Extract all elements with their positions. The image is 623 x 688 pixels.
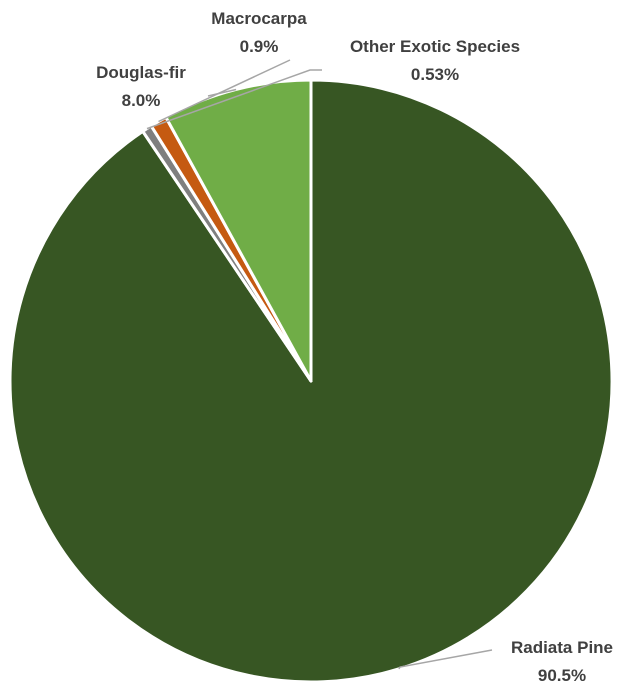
label-macrocarpa-value: 0.9% — [240, 37, 279, 56]
label-douglas-fir-name: Douglas-fir — [96, 63, 186, 82]
label-other-exotic-value: 0.53% — [411, 65, 459, 84]
label-other-exotic-name: Other Exotic Species — [350, 37, 520, 56]
label-radiata-pine-name: Radiata Pine — [511, 638, 613, 657]
label-douglas-fir-value: 8.0% — [122, 91, 161, 110]
leader-lines-layer — [146, 59, 493, 670]
pie-slice-douglas-fir — [164, 78, 313, 383]
leader-line-other-exotic — [146, 69, 322, 130]
slices-layer — [8, 78, 614, 684]
label-macrocarpa-name: Macrocarpa — [211, 9, 307, 28]
leader-line-douglas-fir — [207, 88, 237, 97]
leader-line-macrocarpa — [158, 59, 291, 123]
leader-line-radiata-pine — [398, 649, 493, 670]
label-radiata-pine-value: 90.5% — [538, 666, 586, 685]
